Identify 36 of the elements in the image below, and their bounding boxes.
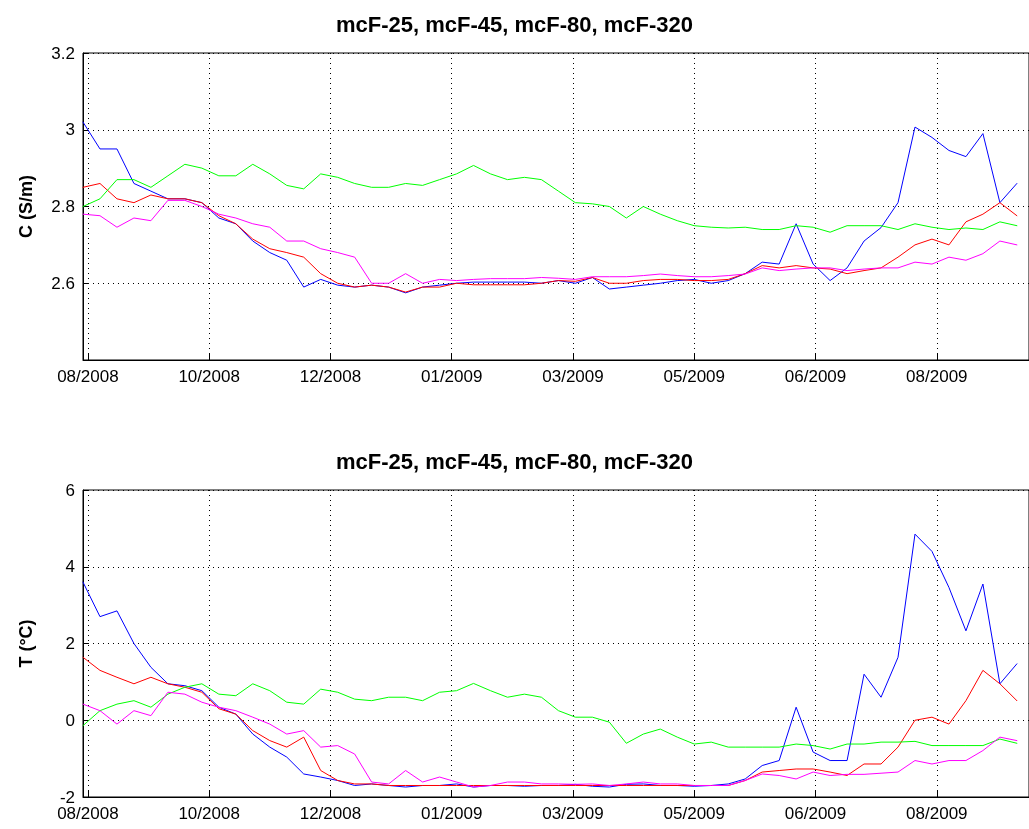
x-tick-label: 08/2009 xyxy=(906,367,968,386)
y-tick-label: 3.2 xyxy=(51,43,75,63)
line-series xyxy=(82,182,1018,293)
x-tick-label: 10/2008 xyxy=(178,804,240,823)
line-series xyxy=(82,121,1018,294)
y-axis-title: T (°C) xyxy=(16,619,36,668)
chart-title: mcF-25, mcF-45, mcF-80, mcF-320 xyxy=(335,11,694,37)
line-series xyxy=(82,691,1018,788)
y-tick-label: 2.8 xyxy=(51,197,75,216)
line-series xyxy=(82,656,1018,786)
y-tick-label: 4 xyxy=(65,557,75,577)
x-tick-label: 01/2009 xyxy=(420,367,483,386)
line-series xyxy=(82,199,1018,284)
x-tick-label: 12/2008 xyxy=(299,804,362,823)
x-tick-label: 03/2009 xyxy=(542,804,604,823)
x-tick-label: 10/2008 xyxy=(178,367,240,386)
y-tick-label: 6 xyxy=(65,480,75,500)
x-tick-label: 12/2008 xyxy=(299,367,362,386)
x-tick-label: 08/2009 xyxy=(906,804,968,823)
y-tick-label: -2 xyxy=(59,787,75,807)
y-axis-title: C (S/m) xyxy=(16,174,36,238)
line-series xyxy=(82,163,1018,233)
x-tick-label: 05/2009 xyxy=(663,804,725,823)
x-tick-label: 03/2009 xyxy=(542,367,604,386)
y-tick-label: 2.6 xyxy=(51,273,75,293)
x-tick-label: 08/2008 xyxy=(57,804,119,823)
x-tick-label: 06/2009 xyxy=(784,804,847,823)
chart-title: mcF-25, mcF-45, mcF-80, mcF-320 xyxy=(335,448,694,474)
x-tick-label: 06/2009 xyxy=(784,367,847,386)
x-tick-label: 08/2008 xyxy=(57,367,119,386)
y-tick-label: 3 xyxy=(65,120,75,140)
y-tick-label: 0 xyxy=(65,710,75,730)
x-tick-label: 01/2009 xyxy=(420,804,483,823)
line-series xyxy=(82,682,1018,750)
x-tick-label: 05/2009 xyxy=(663,367,725,386)
y-tick-label: 2 xyxy=(65,634,75,653)
